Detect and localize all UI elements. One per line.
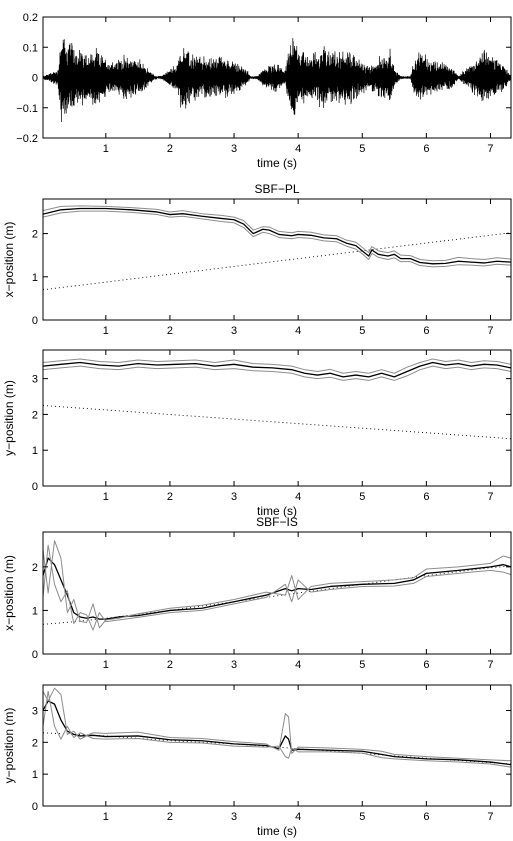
y-tick-label: 0 — [32, 801, 38, 813]
y-tick-label: −0.2 — [16, 133, 38, 145]
axes-box — [42, 684, 512, 807]
y-tick-label: 1 — [32, 769, 38, 781]
x-axis-label: time (s) — [257, 824, 297, 838]
estimate-line — [43, 700, 511, 766]
x-tick-label: 6 — [423, 811, 429, 823]
y-tick-label: 0 — [32, 315, 38, 327]
x-tick-label: 3 — [231, 811, 237, 823]
y-axis-label: y−position (m) — [2, 708, 16, 784]
panel-sbf-is-x: 1 2 3 4 5 6 7 0 1 2 SBF−IS x−position (m) — [2, 515, 512, 671]
y-tick-label: 1 — [32, 272, 38, 284]
y-tick-label: 0 — [32, 73, 38, 85]
y-tick-label: 2 — [32, 737, 38, 749]
x-tick-label: 1 — [103, 811, 109, 823]
x-tick-label: 4 — [295, 325, 301, 337]
x-tick-label: 3 — [231, 659, 237, 671]
estimate-line — [43, 207, 511, 265]
bound-line — [43, 365, 511, 381]
x-tick-label: 2 — [167, 325, 173, 337]
axes-box — [42, 349, 512, 487]
bound-line — [43, 540, 511, 629]
x-tick-label: 1 — [103, 325, 109, 337]
x-tick-label: 2 — [167, 491, 173, 503]
x-tick-label: 4 — [295, 811, 301, 823]
x-tick-label: 1 — [103, 491, 109, 503]
x-tick-label: 7 — [487, 143, 493, 155]
panel-sbf-pl-x: 1 2 3 4 5 6 7 0 1 2 SBF−PL x−position (m) — [2, 182, 512, 337]
x-tick-label: 1 — [103, 143, 109, 155]
plot-area — [43, 205, 511, 291]
waveform-trace — [43, 38, 511, 123]
y-tick-label: 0.1 — [23, 42, 38, 54]
ground-truth-line — [43, 232, 511, 291]
x-tick-label: 7 — [487, 811, 493, 823]
x-tick-label: 2 — [167, 811, 173, 823]
x-tick-label: 2 — [167, 659, 173, 671]
x-tick-label: 2 — [167, 143, 173, 155]
bound-line — [43, 690, 511, 768]
panel-sbf-is-y: 1 2 3 4 5 6 7 0 1 2 3 time (s) y−position (m) — [2, 684, 512, 838]
y-tick-label: 3 — [32, 374, 38, 386]
plot-area — [43, 540, 511, 631]
x-tick-label: 7 — [487, 491, 493, 503]
bound-line — [43, 210, 511, 268]
panel-title: SBF−PL — [254, 182, 299, 196]
x-tick-label: 3 — [231, 325, 237, 337]
y-tick-label: 0.2 — [23, 12, 38, 24]
bound-line — [43, 358, 511, 374]
y-axis-label: y−position (m) — [2, 380, 16, 456]
x-tick-label: 6 — [423, 143, 429, 155]
x-axis-label: time (s) — [257, 504, 297, 518]
bound-line — [43, 544, 511, 631]
plot-area — [43, 358, 511, 440]
plot-area — [43, 38, 511, 123]
y-axis-label: x−position (m) — [2, 222, 16, 298]
y-axis-label: x−position (m) — [2, 555, 16, 631]
x-tick-label: 6 — [423, 491, 429, 503]
y-tick-label: 0 — [32, 481, 38, 493]
bound-line — [43, 205, 511, 262]
x-tick-label: 5 — [359, 143, 365, 155]
x-axis-label: time (s) — [257, 156, 297, 170]
ground-truth-line — [43, 405, 511, 440]
y-tick-label: −0.1 — [16, 103, 38, 115]
y-tick-label: 3 — [32, 705, 38, 717]
x-tick-label: 7 — [487, 659, 493, 671]
y-tick-label: 2 — [32, 229, 38, 241]
x-tick-label: 6 — [423, 659, 429, 671]
x-tick-label: 5 — [359, 659, 365, 671]
panel-title: SBF−IS — [256, 515, 298, 529]
estimate-line — [43, 557, 511, 620]
plot-area — [43, 687, 511, 768]
x-tick-label: 1 — [103, 659, 109, 671]
axes-box — [42, 531, 512, 655]
x-tick-label: 4 — [295, 491, 301, 503]
y-tick-label: 1 — [32, 445, 38, 457]
x-tick-label: 5 — [359, 491, 365, 503]
x-tick-label: 5 — [359, 811, 365, 823]
x-tick-label: 6 — [423, 325, 429, 337]
y-tick-label: 0 — [32, 649, 38, 661]
bound-line — [43, 687, 511, 762]
x-tick-label: 3 — [231, 143, 237, 155]
panel-waveform: 1 2 3 4 5 6 7 −0.2 −0.1 0 0.1 0.2 time (s) — [16, 12, 512, 170]
x-tick-label: 4 — [295, 143, 301, 155]
y-tick-label: 1 — [32, 605, 38, 617]
x-tick-label: 4 — [295, 659, 301, 671]
x-tick-label: 3 — [231, 491, 237, 503]
estimate-line — [43, 361, 511, 378]
axes-box — [42, 198, 512, 321]
x-tick-label: 5 — [359, 325, 365, 337]
y-tick-label: 2 — [32, 409, 38, 421]
panel-sbf-pl-y: 1 2 3 4 5 6 7 0 1 2 3 time (s) y−position (m) — [2, 349, 512, 518]
y-tick-label: 2 — [32, 562, 38, 574]
x-tick-label: 7 — [487, 325, 493, 337]
